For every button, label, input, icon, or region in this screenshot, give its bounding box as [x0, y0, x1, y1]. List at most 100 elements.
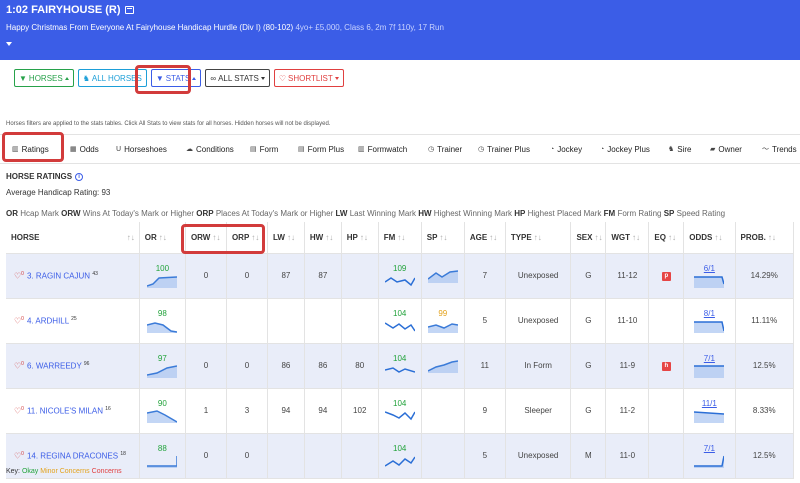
horse-name[interactable]: 3. RAGIN CAJUN	[26, 271, 91, 281]
column-header-sex[interactable]: SEX ↑↓	[570, 222, 607, 254]
tab-sire[interactable]: ♞ Sire	[668, 145, 692, 154]
sex-cell: G	[570, 343, 607, 389]
or-cell: 88	[139, 433, 186, 479]
horse-head-icon: ♞	[668, 146, 675, 153]
tab-odds[interactable]: ▦ Odds	[70, 145, 99, 154]
tab-formwatch[interactable]: ▥ Formwatch	[358, 145, 407, 154]
column-label: OR	[144, 232, 157, 242]
column-header-prob[interactable]: PROB. ↑↓	[735, 222, 794, 254]
legend-text: Highest Placed Mark	[527, 209, 602, 218]
odds-cell[interactable]: 11/1	[683, 388, 736, 434]
odds-link[interactable]: 6/1	[703, 263, 715, 273]
table-row: ♡0 3. RAGIN CAJUN 43 100 0 0 87 87 109 7 …	[6, 253, 794, 299]
lw-cell	[267, 433, 305, 479]
heart-icon[interactable]: ♡	[14, 406, 22, 416]
wgt-cell: 11-0	[605, 433, 650, 479]
days-since-run: 18	[120, 450, 126, 457]
info-icon[interactable]: i	[75, 172, 84, 181]
sex-value: G	[585, 361, 592, 370]
prob-value: 12.5%	[752, 361, 776, 370]
odds-link[interactable]: 11/1	[701, 398, 717, 408]
orw-value: 0	[203, 271, 209, 280]
days-since-run: 25	[71, 315, 77, 322]
odds-cell[interactable]: 7/1	[683, 343, 736, 389]
tab-owner[interactable]: ▰ Owner	[710, 145, 742, 154]
column-header-lw[interactable]: LW ↑↓	[267, 222, 305, 254]
tab-conditions[interactable]: ☁ Conditions	[186, 145, 234, 154]
eq-cell	[648, 433, 685, 479]
tab-trainer-plus[interactable]: ◷ Trainer Plus	[478, 145, 530, 154]
column-header-odds[interactable]: ODDS ↑↓	[683, 222, 736, 254]
horse-name[interactable]: 4. ARDHILL	[26, 316, 69, 326]
horse-cell[interactable]: ♡0 14. REGINA DRACONES 18	[6, 433, 140, 479]
legend-abbr: FM	[603, 209, 616, 218]
all-stats-button[interactable]: ∞ ALL STATS	[205, 69, 270, 87]
column-label: TYPE	[510, 232, 532, 242]
tab-jockey-plus[interactable]: ◔ Jockey Plus	[600, 145, 650, 154]
tab-horseshoes[interactable]: Ս Horseshoes	[116, 145, 167, 154]
sparkline-icon	[694, 320, 725, 333]
tab-trainer[interactable]: ◷ Trainer	[428, 145, 462, 154]
caret-up-icon	[64, 76, 69, 80]
shortlist-count: 0	[21, 270, 24, 277]
odds-link[interactable]: 8/1	[703, 308, 715, 318]
sparkline-icon	[694, 410, 725, 423]
column-header-hw[interactable]: HW ↑↓	[304, 222, 342, 254]
column-header-or[interactable]: OR ↑↓	[139, 222, 186, 254]
odds-cell[interactable]: 8/1	[683, 298, 736, 344]
race-info: 4yo+ £5,000, Class 6, 2m 7f 110y, 17 Run	[295, 23, 444, 32]
column-header-hp[interactable]: HP ↑↓	[341, 222, 379, 254]
horse-cell[interactable]: ♡0 6. WARREEDY 96	[6, 343, 140, 389]
caret-down-icon	[260, 76, 265, 80]
legend-text: Wins At Today's Mark or Higher	[82, 209, 194, 218]
sort-icon: ↑↓	[158, 232, 167, 242]
horse-cell[interactable]: ♡0 11. NICOLE'S MILAN 16	[6, 388, 140, 434]
odds-cell[interactable]: 7/1	[683, 433, 736, 479]
odds-link[interactable]: 7/1	[703, 443, 715, 453]
tab-label: Formwatch	[367, 144, 408, 154]
heart-icon[interactable]: ♡	[14, 361, 22, 371]
shortlist-button[interactable]: ♡ SHORTLIST	[273, 69, 344, 87]
tab-label: Form Plus	[307, 144, 345, 154]
tab-jockey[interactable]: ◔ Jockey	[550, 145, 582, 154]
horses-filter-button[interactable]: ▼ HORSES	[14, 69, 74, 87]
sparkline-icon	[427, 270, 458, 283]
tab-form-plus[interactable]: ▤ Form Plus	[298, 145, 344, 154]
tab-ratings[interactable]: ▥ Ratings	[12, 145, 49, 154]
column-label: SEX	[576, 232, 593, 242]
heart-icon[interactable]: ♡	[14, 316, 22, 326]
odds-link[interactable]: 7/1	[703, 353, 715, 363]
tab-form[interactable]: ▤ Form	[250, 145, 278, 154]
column-header-type[interactable]: TYPE ↑↓	[505, 222, 572, 254]
jockey-icon: ◔	[550, 145, 555, 153]
heart-icon[interactable]: ♡	[14, 451, 22, 461]
heart-icon[interactable]: ♡	[14, 271, 22, 281]
column-header-orw[interactable]: ORW ↑↓	[185, 222, 227, 254]
horse-name[interactable]: 14. REGINA DRACONES	[26, 451, 119, 461]
tv-icon[interactable]	[124, 6, 134, 14]
colour-key: Key: Okay Minor Concerns Concerns	[6, 468, 122, 475]
type-cell: Unexposed	[505, 298, 572, 344]
eq-cell: p	[648, 253, 685, 299]
chevron-down-icon[interactable]	[6, 42, 12, 46]
column-header-sp[interactable]: SP ↑↓	[421, 222, 465, 254]
column-header-wgt[interactable]: WGT ↑↓	[605, 222, 650, 254]
sp-cell	[421, 433, 465, 479]
prob-cell: 12.5%	[735, 433, 794, 479]
key-minor-concerns: Minor Concerns	[40, 468, 90, 475]
odds-cell[interactable]: 6/1	[683, 253, 736, 299]
horse-name[interactable]: 11. NICOLE'S MILAN	[26, 406, 104, 416]
all-horses-button[interactable]: ♞ ALL HORSES	[77, 69, 147, 87]
horse-name[interactable]: 6. WARREEDY	[26, 361, 82, 371]
wgt-value: 11-12	[617, 271, 638, 280]
sex-cell: G	[570, 298, 607, 344]
column-header-eq[interactable]: EQ ↑↓	[648, 222, 685, 254]
tab-trends[interactable]: 〜 Trends	[762, 144, 797, 154]
column-header-fm[interactable]: FM ↑↓	[378, 222, 422, 254]
horse-cell[interactable]: ♡0 4. ARDHILL 25	[6, 298, 140, 344]
legend-text: Last Winning Mark	[349, 209, 416, 218]
fm-cell: 104	[378, 433, 422, 479]
column-header-age[interactable]: AGE ↑↓	[464, 222, 506, 254]
horse-cell[interactable]: ♡0 3. RAGIN CAJUN 43	[6, 253, 140, 299]
column-header-horse[interactable]: HORSE ↑↓	[6, 222, 140, 254]
